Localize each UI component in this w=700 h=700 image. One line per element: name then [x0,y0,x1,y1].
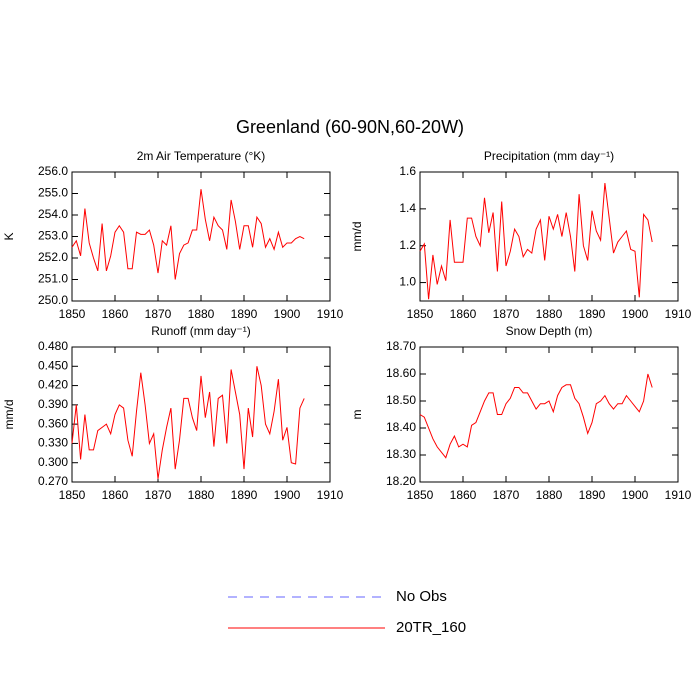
y-tick-label: 18.30 [386,447,416,461]
x-tick-label: 1860 [450,488,477,502]
x-tick-label: 1850 [59,307,86,321]
y-tick-label: 1.2 [399,238,416,252]
legend-label: 20TR_160 [396,619,466,636]
x-tick-label: 1900 [274,488,301,502]
y-axis-label: K [2,232,16,240]
data-line [419,182,653,300]
x-tick-label: 1870 [145,307,172,321]
y-axis-label: m [350,410,364,420]
y-tick-label: 0.390 [38,397,68,411]
y-tick-label: 18.70 [386,339,416,353]
y-tick-label: 0.300 [38,455,68,469]
y-tick-label: 252.0 [38,250,68,264]
x-tick-label: 1870 [493,488,520,502]
y-tick-label: 18.20 [386,474,416,488]
x-tick-label: 1910 [665,307,692,321]
y-tick-label: 255.0 [38,186,68,200]
x-tick-label: 1850 [407,307,434,321]
panel-title: Snow Depth (m) [506,324,593,338]
x-tick-label: 1890 [579,488,606,502]
y-tick-label: 0.480 [38,339,68,353]
data-line [71,366,305,479]
data-line [71,189,305,280]
y-tick-label: 0.450 [38,358,68,372]
x-tick-label: 1910 [317,488,344,502]
y-tick-label: 0.270 [38,474,68,488]
panel-title: 2m Air Temperature (°K) [137,149,266,163]
x-tick-label: 1890 [231,488,258,502]
y-tick-label: 18.40 [386,420,416,434]
y-tick-label: 0.360 [38,416,68,430]
x-tick-label: 1850 [407,488,434,502]
figure-title: Greenland (60-90N,60-20W) [236,117,464,137]
x-tick-label: 1890 [579,307,606,321]
y-tick-label: 1.6 [399,164,416,178]
panel-title: Runoff (mm day⁻¹) [151,324,250,338]
x-tick-label: 1900 [622,307,649,321]
x-tick-label: 1850 [59,488,86,502]
y-tick-label: 256.0 [38,164,68,178]
y-tick-label: 18.50 [386,393,416,407]
data-line [419,373,653,459]
y-axis-label: mm/d [2,400,16,430]
y-tick-label: 253.0 [38,229,68,243]
x-tick-label: 1880 [188,488,215,502]
y-tick-label: 0.420 [38,378,68,392]
x-tick-label: 1880 [188,307,215,321]
x-tick-label: 1900 [274,307,301,321]
y-tick-label: 1.0 [399,275,416,289]
panel-title: Precipitation (mm day⁻¹) [484,149,614,163]
x-tick-label: 1870 [493,307,520,321]
x-tick-label: 1860 [450,307,477,321]
y-tick-label: 18.60 [386,366,416,380]
x-tick-label: 1860 [102,488,129,502]
x-tick-label: 1860 [102,307,129,321]
x-tick-label: 1870 [145,488,172,502]
x-tick-label: 1910 [665,488,692,502]
x-tick-label: 1890 [231,307,258,321]
legend-label: No Obs [396,588,447,605]
y-tick-label: 254.0 [38,207,68,221]
x-tick-label: 1910 [317,307,344,321]
y-axis-label: mm/d [350,222,364,252]
y-tick-label: 1.4 [399,201,416,215]
x-tick-label: 1900 [622,488,649,502]
y-tick-label: 251.0 [38,272,68,286]
y-tick-label: 250.0 [38,293,68,307]
x-tick-label: 1880 [536,488,563,502]
x-tick-label: 1880 [536,307,563,321]
y-tick-label: 0.330 [38,436,68,450]
